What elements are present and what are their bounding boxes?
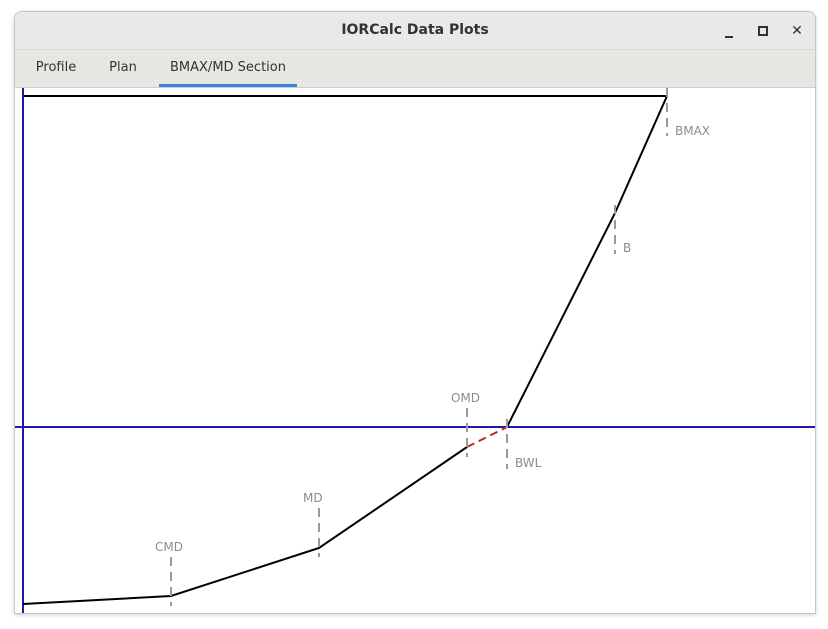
profile-segment-omd-bwl xyxy=(466,426,508,448)
tab-plan[interactable]: Plan xyxy=(109,60,137,75)
tab-profile[interactable]: Profile xyxy=(35,60,77,75)
section-plot: BMAX B OMD BWL MD CMD xyxy=(15,88,815,613)
title-bar: IORCalc Data Plots ✕ xyxy=(15,12,815,50)
minimize-button[interactable] xyxy=(717,19,741,43)
b-label: B xyxy=(623,241,631,255)
cmd-label: CMD xyxy=(155,540,183,554)
close-button[interactable]: ✕ xyxy=(785,19,809,43)
bwl-label: BWL xyxy=(515,456,542,470)
plot-area: BMAX B OMD BWL MD CMD xyxy=(15,88,815,613)
bmax-label: BMAX xyxy=(675,124,710,138)
window-title: IORCalc Data Plots xyxy=(341,22,489,38)
maximize-button[interactable] xyxy=(751,19,775,43)
profile-curve-lower xyxy=(22,446,468,605)
app-window: IORCalc Data Plots ✕ Profile Plan BMAX/M… xyxy=(14,11,816,614)
tab-bmax-md-section[interactable]: BMAX/MD Section xyxy=(159,50,297,87)
close-icon: ✕ xyxy=(791,23,803,39)
md-label: MD xyxy=(303,491,323,505)
profile-curve-upper xyxy=(506,95,668,428)
omd-label: OMD xyxy=(451,391,480,405)
tab-bar: Profile Plan BMAX/MD Section xyxy=(15,50,815,88)
maximize-icon xyxy=(758,26,768,36)
minimize-icon xyxy=(725,36,733,38)
